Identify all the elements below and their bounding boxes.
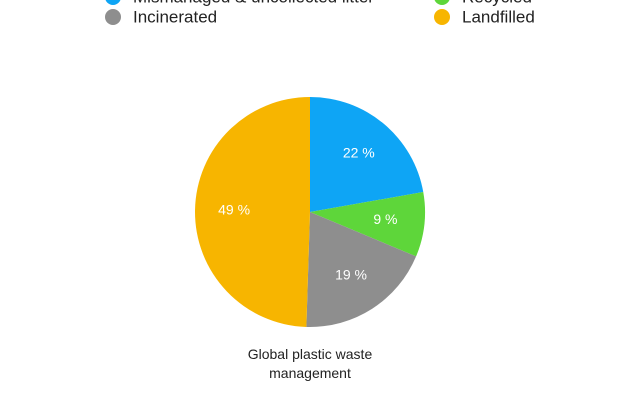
slice-label: 19 % [335,267,367,283]
legend-swatch [105,0,121,5]
legend-swatch [434,9,450,25]
pie-slice [310,97,424,212]
slice-label: 22 % [343,145,375,161]
legend-label: Mismanaged & uncollected litter [133,0,374,6]
pie-slice [306,212,417,327]
slice-label: 49 % [218,201,250,217]
legend-swatch [105,9,121,25]
slice-label: 9 % [373,211,397,227]
pie-slice [195,97,310,327]
chart-title: Global plastic waste management [247,346,373,381]
pie-slice [310,192,425,257]
legend-label: Incinerated [133,7,217,26]
legend-swatch [434,0,450,5]
legend-label: Recycled [462,0,532,6]
legend-label: Landfilled [462,7,535,26]
